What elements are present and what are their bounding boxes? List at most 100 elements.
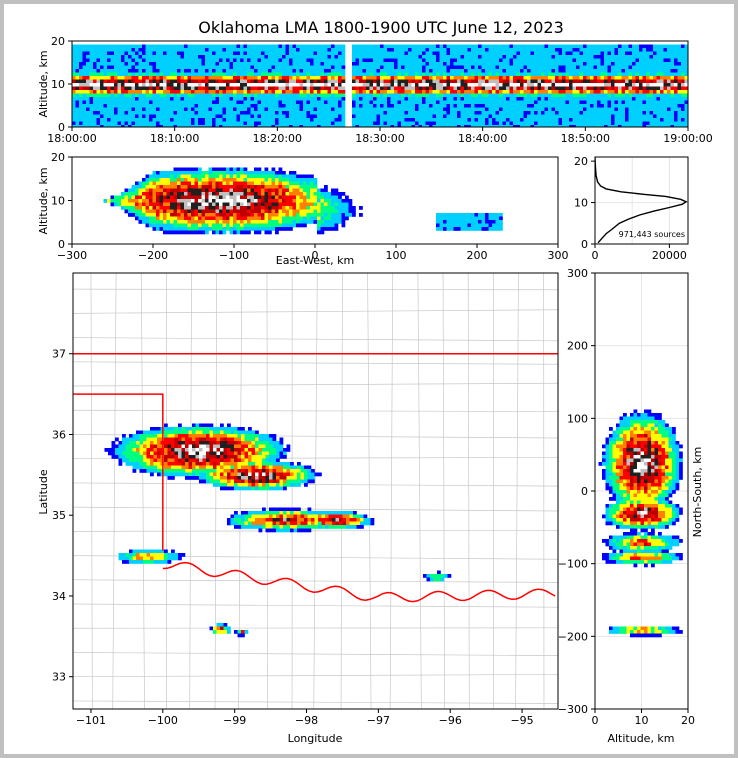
- time-altitude-cell: [520, 55, 524, 59]
- ew-cell: [198, 174, 202, 179]
- time-altitude-cell: [516, 65, 521, 70]
- time-altitude-cell: [75, 55, 80, 59]
- ew-cell: [191, 171, 195, 175]
- time-altitude-cell: [103, 114, 108, 119]
- time-altitude-cell: [82, 118, 87, 122]
- time-altitude-cell: [86, 90, 90, 94]
- time-altitude-cell: [212, 76, 216, 80]
- time-altitude-cell: [191, 69, 195, 73]
- ew-cell: [320, 202, 325, 207]
- ew-cell: [229, 181, 234, 186]
- time-altitude-cell: [576, 97, 580, 101]
- time-altitude-cell: [320, 44, 325, 49]
- time-altitude-cell: [600, 121, 605, 126]
- ew-cell: [215, 202, 220, 207]
- time-altitude-cell: [485, 69, 489, 73]
- time-altitude-cell: [205, 44, 209, 49]
- time-altitude-cell: [117, 100, 122, 105]
- time-altitude-cell: [572, 86, 577, 91]
- time-altitude-cell: [79, 76, 83, 80]
- time-altitude-cell: [303, 114, 307, 119]
- time-altitude-cell: [467, 62, 472, 66]
- time-altitude-cell: [502, 44, 507, 49]
- time-altitude-cell: [611, 83, 615, 87]
- time-altitude-cell: [142, 104, 146, 108]
- time-altitude-cell: [275, 58, 279, 63]
- ew-cell: [320, 206, 325, 210]
- time-altitude-cell: [131, 65, 136, 70]
- ew-cell: [261, 192, 265, 196]
- time-altitude-cell: [264, 79, 269, 84]
- time-altitude-cell: [485, 83, 489, 87]
- time-altitude-cell: [523, 93, 528, 98]
- time-altitude-cell: [481, 107, 486, 112]
- time-altitude-cell: [124, 62, 129, 66]
- time-altitude-cell: [75, 118, 80, 122]
- ew-cell: [320, 195, 325, 200]
- time-altitude-cell: [425, 76, 430, 80]
- time-altitude-cell: [516, 79, 521, 84]
- time-altitude-cell: [289, 118, 293, 122]
- time-altitude-cell: [180, 76, 185, 80]
- ew-cell: [187, 209, 192, 214]
- time-altitude-cell: [366, 97, 370, 101]
- time-altitude-cell: [82, 107, 87, 112]
- time-altitude-cell: [488, 51, 493, 56]
- ew-cell: [317, 213, 321, 217]
- time-altitude-cell: [82, 125, 87, 127]
- time-altitude-cell: [320, 65, 325, 70]
- time-altitude-cell: [278, 65, 283, 70]
- time-altitude-cell: [194, 51, 199, 56]
- time-altitude-cell: [642, 79, 647, 84]
- time-altitude-cell: [180, 69, 185, 73]
- time-altitude-cell: [222, 97, 227, 101]
- time-altitude-cell: [628, 90, 633, 94]
- time-altitude-cell: [142, 100, 146, 105]
- time-altitude-cell: [488, 76, 493, 80]
- time-altitude-cell: [338, 104, 342, 108]
- time-altitude-cell: [520, 121, 524, 126]
- time-altitude-cell: [362, 79, 367, 84]
- time-altitude-cell: [173, 121, 178, 126]
- time-altitude-cell: [390, 44, 395, 49]
- time-altitude-cell: [436, 125, 440, 127]
- ew-cell: [170, 188, 174, 193]
- ew-cell: [236, 174, 241, 179]
- ew-cell: [236, 178, 241, 182]
- time-altitude-cell: [628, 125, 633, 127]
- time-altitude-cell: [250, 125, 255, 127]
- time-altitude-cell: [313, 104, 318, 108]
- time-altitude-cell: [313, 93, 318, 98]
- time-altitude-cell: [443, 51, 447, 56]
- time-altitude-cell: [282, 62, 286, 66]
- time-altitude-cell: [569, 125, 573, 127]
- time-altitude-cell: [110, 51, 115, 56]
- time-altitude-cell: [89, 111, 94, 115]
- time-altitude-cell: [534, 72, 538, 77]
- time-altitude-cell: [642, 111, 647, 115]
- time-altitude-cell: [376, 118, 381, 122]
- ew-cell: [222, 195, 227, 200]
- ew-cell: [268, 209, 272, 214]
- time-axis-tick-label: 18:40:00: [458, 132, 507, 145]
- time-altitude-cell: [334, 121, 339, 126]
- time-altitude-cell: [369, 55, 374, 59]
- ew-cell: [338, 209, 342, 214]
- time-altitude-cell: [593, 86, 598, 91]
- time-altitude-cell: [149, 79, 153, 84]
- ew-cell: [352, 209, 356, 214]
- time-altitude-cell: [394, 48, 398, 52]
- time-altitude-cell: [663, 118, 668, 122]
- time-altitude-cell: [324, 111, 328, 115]
- time-altitude-cell: [296, 44, 300, 49]
- time-altitude-cell: [152, 76, 157, 80]
- time-altitude-cell: [618, 44, 622, 49]
- time-altitude-cell: [100, 125, 104, 127]
- ew-cell: [215, 195, 220, 200]
- time-altitude-cell: [432, 125, 437, 127]
- time-altitude-cell: [646, 93, 650, 98]
- time-altitude-cell: [341, 62, 346, 66]
- time-altitude-cell: [366, 65, 370, 70]
- ew-cell: [170, 185, 174, 189]
- ew-cell: [114, 199, 118, 203]
